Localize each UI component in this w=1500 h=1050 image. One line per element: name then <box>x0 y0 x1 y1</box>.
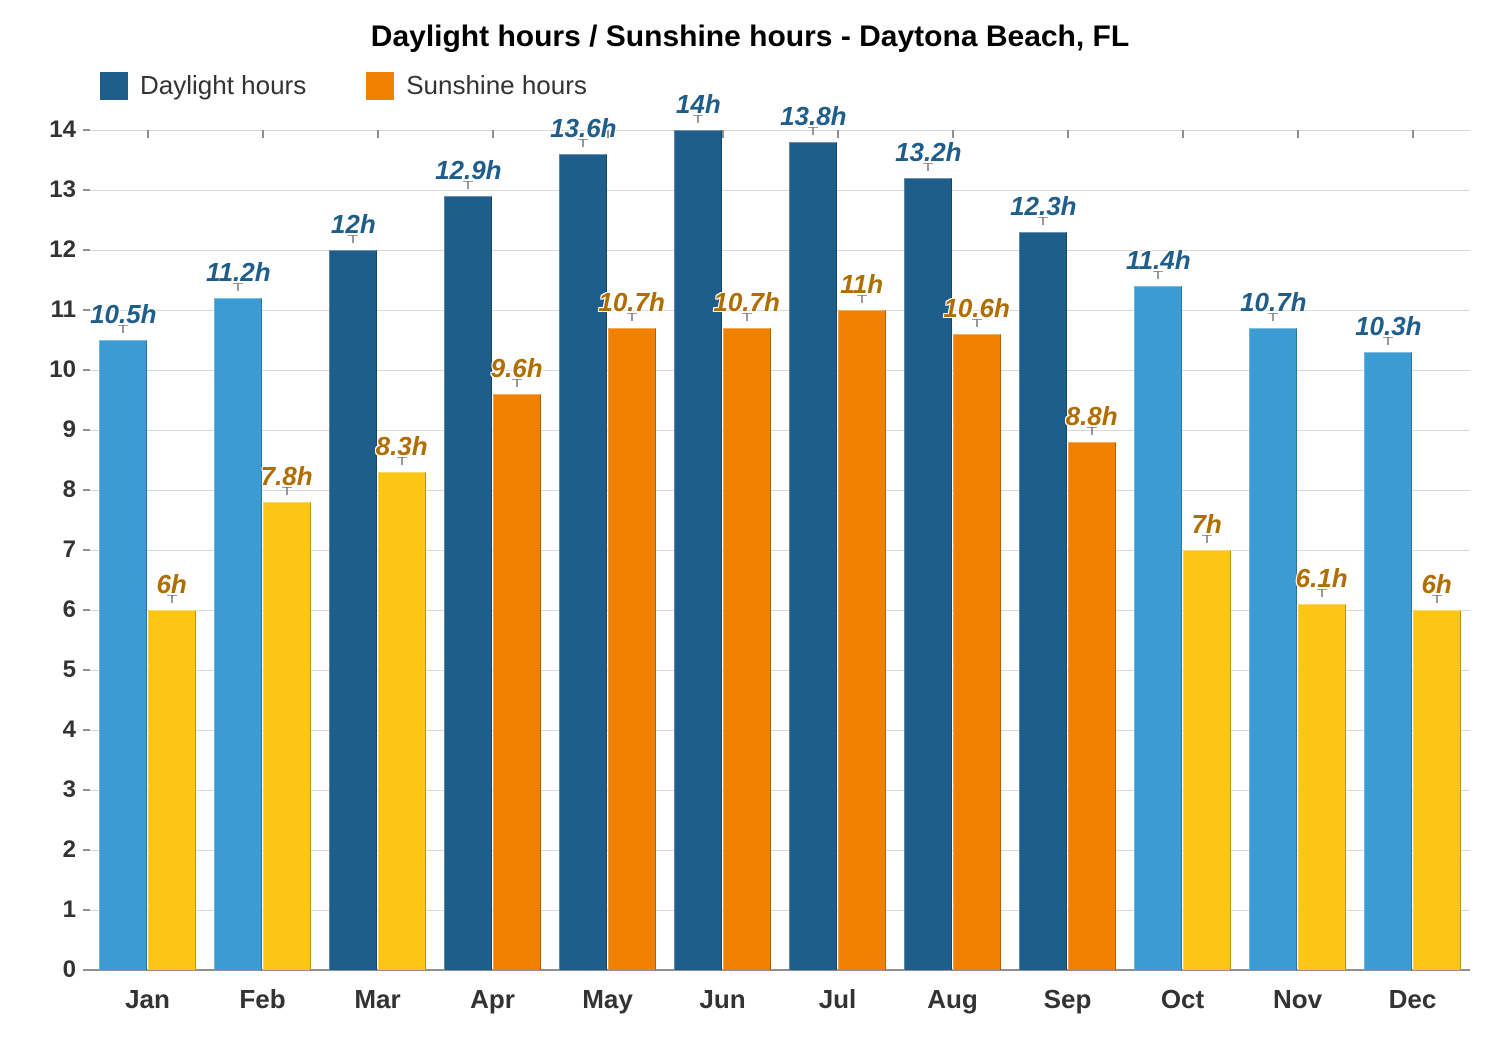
x-tick-label: Feb <box>239 970 285 1015</box>
bar-sunshine: 10.7h <box>723 328 771 970</box>
bar-daylight: 11.2h <box>214 298 262 970</box>
bar-value-label: 8.8h <box>1066 401 1118 442</box>
legend-swatch-sunshine <box>366 72 394 100</box>
x-tick-mark <box>1067 130 1069 138</box>
bar-value-label: 13.8h <box>780 101 847 142</box>
x-tick-label: Nov <box>1273 970 1322 1015</box>
y-tick-mark <box>83 429 90 431</box>
y-tick-mark <box>83 489 90 491</box>
x-tick-label: Oct <box>1161 970 1204 1015</box>
bar-sunshine: 10.7h <box>608 328 656 970</box>
bar-daylight: 12.3h <box>1019 232 1067 970</box>
x-tick-label: Mar <box>354 970 400 1015</box>
x-tick-label: Jul <box>819 970 857 1015</box>
y-tick-mark <box>83 369 90 371</box>
x-tick-mark <box>1412 130 1414 138</box>
y-tick-mark <box>83 669 90 671</box>
bar-value-label: 13.2h <box>895 137 962 178</box>
bar-value-label: 10.7h <box>598 287 665 328</box>
y-tick-mark <box>83 549 90 551</box>
bar-sunshine: 6h <box>148 610 196 970</box>
x-tick-mark <box>492 130 494 138</box>
bar-value-label: 11.2h <box>206 257 271 298</box>
bar-value-label: 9.6h <box>491 353 543 394</box>
y-tick-mark <box>83 789 90 791</box>
y-tick-mark <box>83 189 90 191</box>
bar-sunshine: 8.3h <box>378 472 426 970</box>
x-tick-mark <box>262 130 264 138</box>
bar-daylight: 12h <box>329 250 377 970</box>
bar-sunshine: 6.1h <box>1298 604 1346 970</box>
y-tick-mark <box>83 129 90 131</box>
bar-value-label: 14h <box>676 89 721 130</box>
plot-area: 01234567891011121314Jan10.5h6hFeb11.2h7.… <box>90 130 1470 970</box>
bar-daylight: 13.8h <box>789 142 837 970</box>
bar-value-label: 12h <box>331 209 376 250</box>
chart-title: Daylight hours / Sunshine hours - Dayton… <box>0 20 1500 54</box>
bar-sunshine: 9.6h <box>493 394 541 970</box>
bar-daylight: 11.4h <box>1134 286 1182 970</box>
bar-value-label: 7.8h <box>261 461 313 502</box>
chart-legend: Daylight hours Sunshine hours <box>100 70 587 101</box>
x-tick-mark <box>147 130 149 138</box>
x-tick-label: Jun <box>699 970 745 1015</box>
legend-swatch-daylight <box>100 72 128 100</box>
bar-daylight: 13.6h <box>559 154 607 970</box>
y-tick-mark <box>83 609 90 611</box>
x-tick-label: Sep <box>1044 970 1092 1015</box>
x-tick-mark <box>377 130 379 138</box>
bar-daylight: 14h <box>674 130 722 970</box>
bar-value-label: 10.6h <box>943 293 1010 334</box>
y-tick-mark <box>83 729 90 731</box>
daylight-sunshine-chart: Daylight hours / Sunshine hours - Dayton… <box>0 0 1500 1050</box>
bar-value-label: 10.7h <box>1240 287 1307 328</box>
y-tick-mark <box>83 849 90 851</box>
bar-value-label: 10.7h <box>713 287 780 328</box>
legend-label: Daylight hours <box>140 70 306 101</box>
bar-value-label: 12.9h <box>435 155 502 196</box>
bar-daylight: 10.3h <box>1364 352 1412 970</box>
y-tick-mark <box>83 249 90 251</box>
bar-value-label: 10.3h <box>1355 311 1422 352</box>
bar-value-label: 13.6h <box>550 113 617 154</box>
x-tick-label: Dec <box>1389 970 1437 1015</box>
bar-sunshine: 10.6h <box>953 334 1001 970</box>
bar-sunshine: 6h <box>1413 610 1461 970</box>
bar-sunshine: 7h <box>1183 550 1231 970</box>
gridline <box>90 190 1470 191</box>
bar-value-label: 10.5h <box>90 299 157 340</box>
bar-daylight: 12.9h <box>444 196 492 970</box>
bar-sunshine: 7.8h <box>263 502 311 970</box>
bar-value-label: 6h <box>156 569 186 610</box>
gridline <box>90 250 1470 251</box>
legend-item-sunshine: Sunshine hours <box>366 70 587 101</box>
x-tick-label: Aug <box>927 970 978 1015</box>
bar-daylight: 10.5h <box>99 340 147 970</box>
bar-value-label: 6h <box>1421 569 1451 610</box>
x-tick-label: May <box>582 970 633 1015</box>
legend-item-daylight: Daylight hours <box>100 70 306 101</box>
bar-value-label: 11h <box>840 269 883 310</box>
bar-value-label: 8.3h <box>376 431 428 472</box>
x-tick-mark <box>1182 130 1184 138</box>
bar-sunshine: 8.8h <box>1068 442 1116 970</box>
bar-sunshine: 11h <box>838 310 886 970</box>
bar-value-label: 7h <box>1191 509 1221 550</box>
bar-value-label: 11.4h <box>1126 245 1191 286</box>
x-tick-label: Apr <box>470 970 515 1015</box>
bar-value-label: 12.3h <box>1010 191 1077 232</box>
bar-value-label: 6.1h <box>1296 563 1348 604</box>
legend-label: Sunshine hours <box>406 70 587 101</box>
x-tick-label: Jan <box>125 970 170 1015</box>
bar-daylight: 10.7h <box>1249 328 1297 970</box>
y-tick-mark <box>83 309 90 311</box>
y-tick-mark <box>83 909 90 911</box>
y-tick-mark <box>83 969 90 971</box>
x-tick-mark <box>1297 130 1299 138</box>
